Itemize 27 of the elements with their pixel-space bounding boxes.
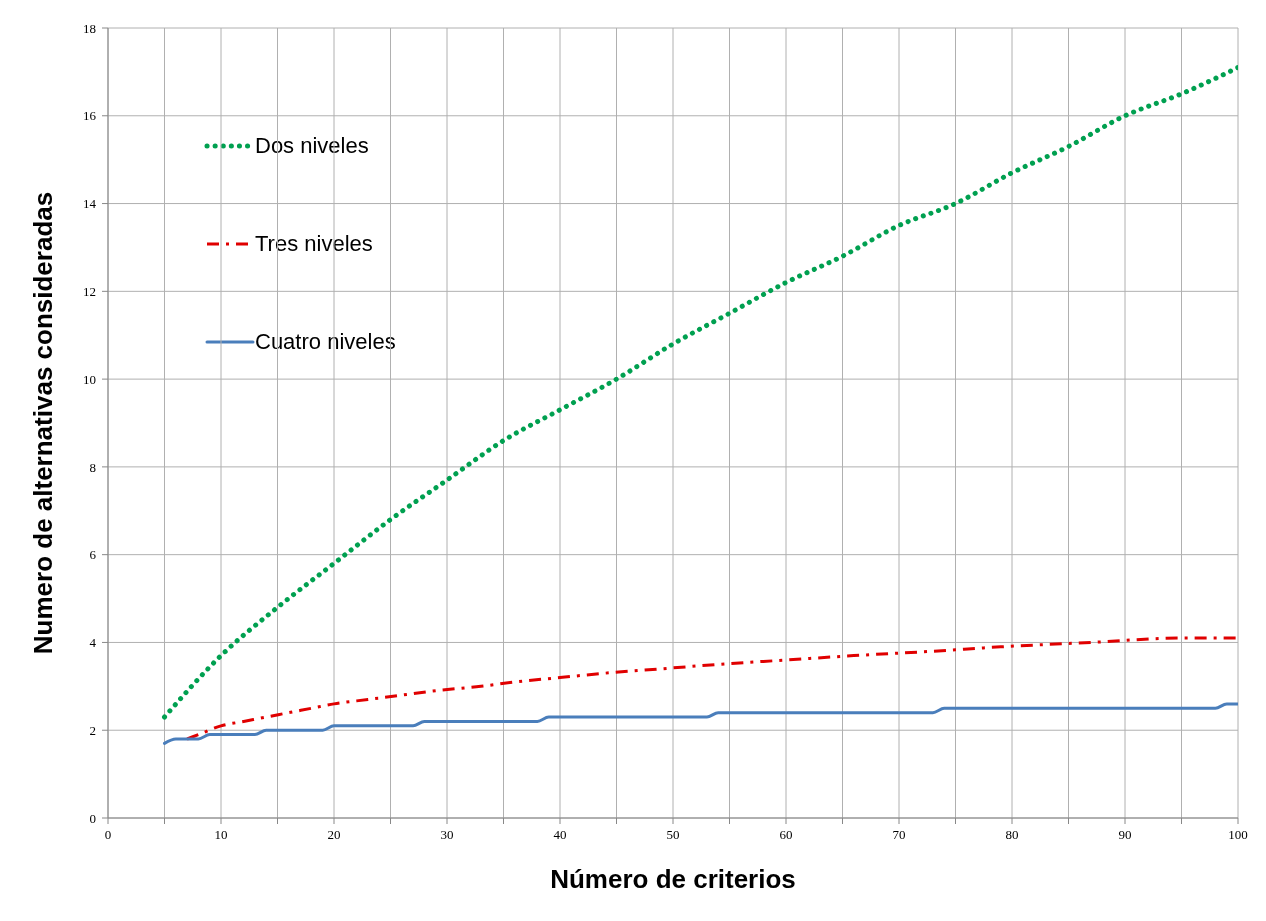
y-tick-label: 6 [89,547,97,563]
line-series [185,636,1238,741]
y-tick-label: 4 [89,635,97,651]
y-tick-label: 10 [83,371,96,387]
legend-label: Dos niveles [255,133,369,159]
x-tick-label: 0 [104,827,112,843]
y-tick-label: 18 [83,20,96,36]
y-tick-label: 2 [89,722,96,738]
y-tick-label: 16 [83,108,97,124]
y-axis-title: Numero de alternativas consideradas [28,191,59,655]
line-series [163,702,1238,745]
x-tick-label: 80 [1005,827,1019,843]
x-tick-label: 40 [553,827,567,843]
x-axis-title: Número de criterios [550,864,796,894]
x-tick-label: 20 [327,827,341,843]
x-tick-label: 50 [666,827,680,843]
y-tick-label: 8 [89,459,96,475]
x-tick-label: 60 [779,827,793,843]
x-tick-label: 30 [440,827,454,843]
y-tick-label: 14 [83,196,97,212]
x-tick-label: 10 [214,827,228,843]
legend-label: Cuatro niveles [255,329,396,355]
y-tick-label: 0 [89,810,96,826]
x-tick-label: 90 [1118,827,1132,843]
y-tick-label: 12 [83,283,96,299]
x-tick-label: 70 [892,827,906,843]
x-tick-label: 100 [1228,827,1248,843]
